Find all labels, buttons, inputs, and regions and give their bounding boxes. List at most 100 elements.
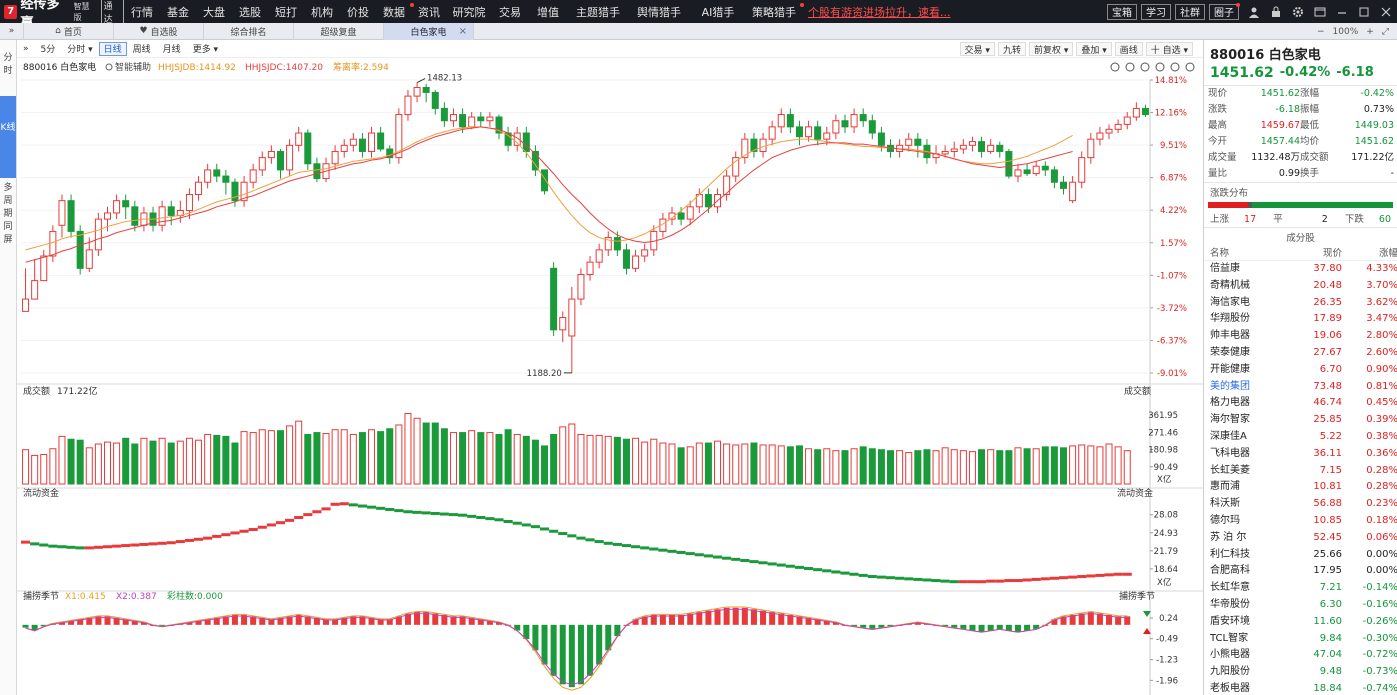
season-bar[interactable]	[222, 616, 229, 625]
volume-bar[interactable]	[531, 439, 539, 485]
refresh-icon[interactable]	[1110, 62, 1120, 72]
gear-icon[interactable]	[1287, 0, 1309, 23]
candle-body[interactable]	[122, 200, 130, 208]
season-bar[interactable]	[969, 624, 976, 631]
candle-body[interactable]	[832, 120, 840, 134]
season-bar[interactable]	[1024, 624, 1031, 631]
candle-body[interactable]	[1078, 157, 1086, 183]
volume-bar[interactable]	[1096, 446, 1104, 485]
candle-body[interactable]	[741, 138, 749, 159]
season-bar[interactable]	[486, 620, 493, 625]
volume-bar[interactable]	[222, 435, 230, 485]
volume-bar[interactable]	[522, 435, 530, 485]
volume-bar[interactable]	[167, 442, 175, 485]
candle-body[interactable]	[459, 114, 467, 128]
volume-bar[interactable]	[1069, 445, 1077, 485]
candle-body[interactable]	[1087, 138, 1095, 159]
volume-bar[interactable]	[650, 438, 658, 485]
season-bar[interactable]	[559, 624, 566, 685]
season-bar[interactable]	[678, 614, 685, 625]
season-bar[interactable]	[77, 619, 84, 625]
season-bar[interactable]	[86, 617, 93, 625]
season-bar[interactable]	[1060, 616, 1067, 625]
season-bar[interactable]	[914, 622, 921, 625]
candle-body[interactable]	[85, 249, 93, 269]
candle-body[interactable]	[31, 280, 39, 300]
season-bar[interactable]	[477, 619, 484, 625]
candle-body[interactable]	[987, 144, 995, 152]
season-bar[interactable]	[259, 617, 266, 625]
volume-bar[interactable]	[1014, 447, 1022, 485]
season-bar[interactable]	[95, 616, 102, 625]
season-bar[interactable]	[532, 624, 539, 651]
season-bar[interactable]	[40, 624, 47, 627]
table-row[interactable]: 德尔玛 10.85 0.18%	[1204, 513, 1397, 530]
candle-body[interactable]	[404, 95, 412, 116]
season-bar[interactable]	[231, 614, 238, 625]
candle-body[interactable]	[222, 175, 230, 183]
season-bar[interactable]	[495, 622, 503, 625]
volume-bar[interactable]	[1087, 445, 1095, 485]
volume-bar[interactable]	[622, 438, 630, 485]
season-bar[interactable]	[1096, 613, 1103, 625]
table-row[interactable]: 格力电器 46.74 0.45%	[1204, 395, 1397, 412]
volume-bar[interactable]	[404, 413, 412, 485]
season-bar[interactable]	[787, 614, 794, 625]
volume-bar[interactable]	[932, 450, 940, 485]
volume-bar[interactable]	[714, 440, 722, 485]
candle-body[interactable]	[1059, 181, 1068, 189]
table-row[interactable]: 长虹美菱 7.15 0.28%	[1204, 463, 1397, 480]
volume-bar[interactable]	[741, 443, 749, 485]
volume-bar[interactable]	[641, 441, 649, 485]
candle-body[interactable]	[950, 148, 958, 152]
candle-body[interactable]	[704, 194, 712, 208]
season-bar[interactable]	[696, 612, 703, 625]
season-bar[interactable]	[541, 624, 548, 665]
volume-bar[interactable]	[768, 444, 776, 485]
volume-bar[interactable]	[668, 443, 676, 485]
season-bar[interactable]	[213, 617, 220, 625]
season-bar[interactable]	[887, 624, 894, 627]
season-bar[interactable]	[705, 610, 712, 625]
candle-body[interactable]	[841, 120, 849, 128]
season-bar[interactable]	[596, 624, 603, 665]
candle-body[interactable]	[1096, 132, 1104, 140]
volume-bar[interactable]	[295, 420, 303, 485]
menu-item-4[interactable]: 短打	[268, 0, 304, 23]
volume-bar[interactable]	[85, 447, 93, 485]
period-button-2[interactable]: 日线	[98, 41, 127, 56]
candle-body[interactable]	[103, 212, 112, 220]
season-bar[interactable]	[805, 617, 812, 625]
season-bar[interactable]	[359, 616, 366, 625]
season-bar[interactable]	[1106, 614, 1113, 625]
candle-body[interactable]	[759, 138, 767, 152]
menu-item-0[interactable]: 行情	[124, 0, 160, 23]
volume-bar[interactable]	[322, 433, 330, 485]
menu-item-14[interactable]: AI猎手	[690, 0, 746, 23]
season-bar[interactable]	[814, 619, 821, 625]
volume-bar[interactable]	[987, 449, 995, 485]
candle-body[interactable]	[1105, 128, 1113, 134]
candle-body[interactable]	[959, 144, 967, 150]
period-button-4[interactable]: 月线	[162, 45, 181, 55]
candle-body[interactable]	[622, 249, 630, 269]
candle-body[interactable]	[358, 138, 366, 152]
volume-bar[interactable]	[777, 445, 785, 485]
candle-body[interactable]	[276, 150, 284, 171]
candle-body[interactable]	[449, 114, 457, 122]
volume-bar[interactable]	[595, 434, 603, 485]
season-bar[interactable]	[377, 619, 384, 625]
volume-bar[interactable]	[331, 429, 339, 485]
season-bar[interactable]	[195, 620, 202, 625]
volume-bar[interactable]	[577, 433, 585, 485]
candle-body[interactable]	[568, 298, 576, 337]
tab-1[interactable]: ♥ 自选股	[114, 22, 204, 40]
season-bar[interactable]	[1069, 614, 1076, 625]
menu-item-8[interactable]: 资讯	[412, 0, 446, 23]
candle-body[interactable]	[550, 267, 558, 331]
table-row[interactable]: 开能健康 6.70 0.90%	[1204, 362, 1397, 379]
volume-bar[interactable]	[541, 445, 549, 485]
zoom-out-icon[interactable]	[1140, 62, 1150, 72]
volume-bar[interactable]	[131, 443, 139, 485]
season-bar[interactable]	[1087, 612, 1094, 625]
